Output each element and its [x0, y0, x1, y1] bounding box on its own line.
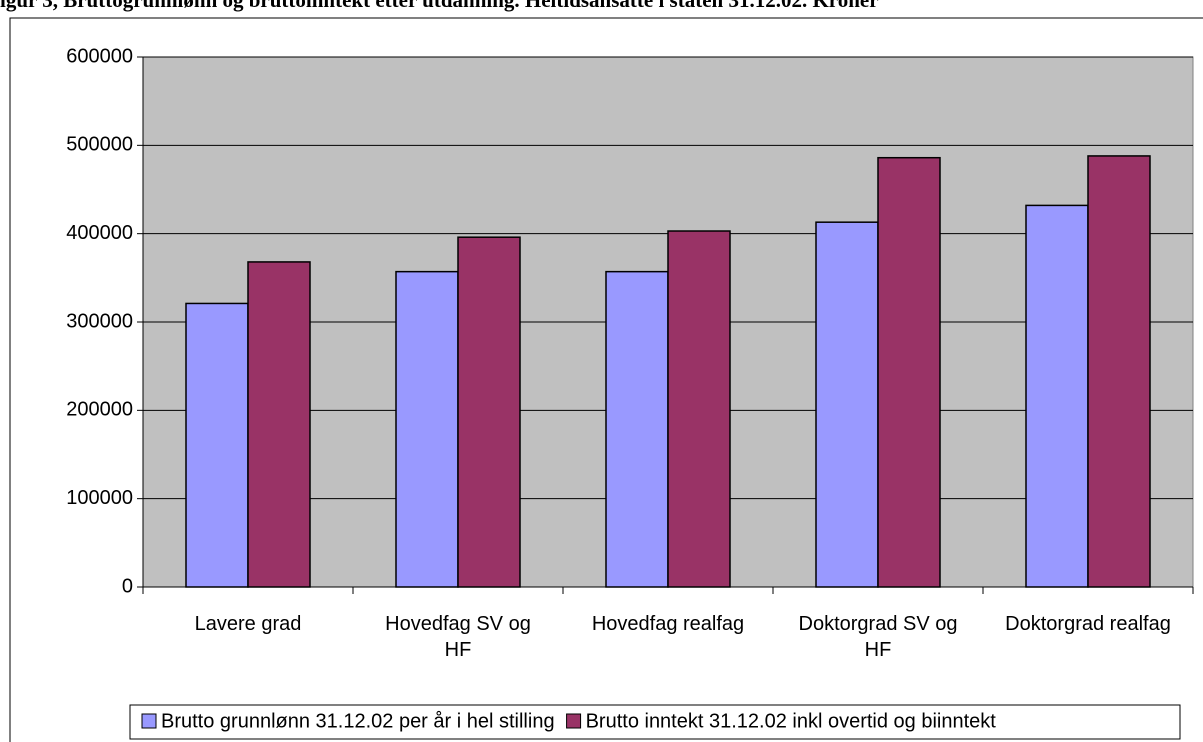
- bar: [185, 302, 249, 588]
- x-tick-label: Lavere grad: [194, 613, 302, 635]
- bar: [247, 261, 311, 588]
- x-tick-label: Doktorgrad SV og HF: [798, 613, 958, 661]
- legend-label: Brutto grunnlønn 31.12.02 per år i hel s…: [161, 710, 555, 732]
- y-tick-label: 0: [122, 575, 133, 597]
- y-tick-label: 200000: [66, 399, 133, 421]
- y-tick-label: 400000: [66, 222, 133, 244]
- chart-title: igur 3, Bruttogrunnlønn og bruttoinntekt…: [0, 0, 879, 12]
- y-tick-label: 100000: [66, 487, 133, 509]
- bar: [877, 156, 941, 588]
- legend-box: [129, 704, 1181, 740]
- y-tick-label: 300000: [66, 310, 133, 332]
- bar: [667, 230, 731, 588]
- legend-swatch: [566, 713, 582, 729]
- y-tick-label: 600000: [66, 45, 133, 67]
- legend-swatch: [141, 713, 157, 729]
- bar: [815, 221, 879, 588]
- legend-label: Brutto inntekt 31.12.02 inkl overtid og …: [586, 710, 997, 732]
- y-tick-label: 500000: [66, 134, 133, 156]
- bar: [395, 270, 459, 588]
- x-tick-label: Hovedfag SV og HF: [385, 613, 531, 661]
- bar: [1025, 204, 1089, 588]
- bar: [457, 236, 521, 588]
- x-tick-label: Doktorgrad realfag: [1005, 613, 1171, 635]
- x-tick-label: Hovedfag realfag: [591, 613, 745, 635]
- bar: [605, 270, 669, 588]
- bar: [1087, 155, 1151, 588]
